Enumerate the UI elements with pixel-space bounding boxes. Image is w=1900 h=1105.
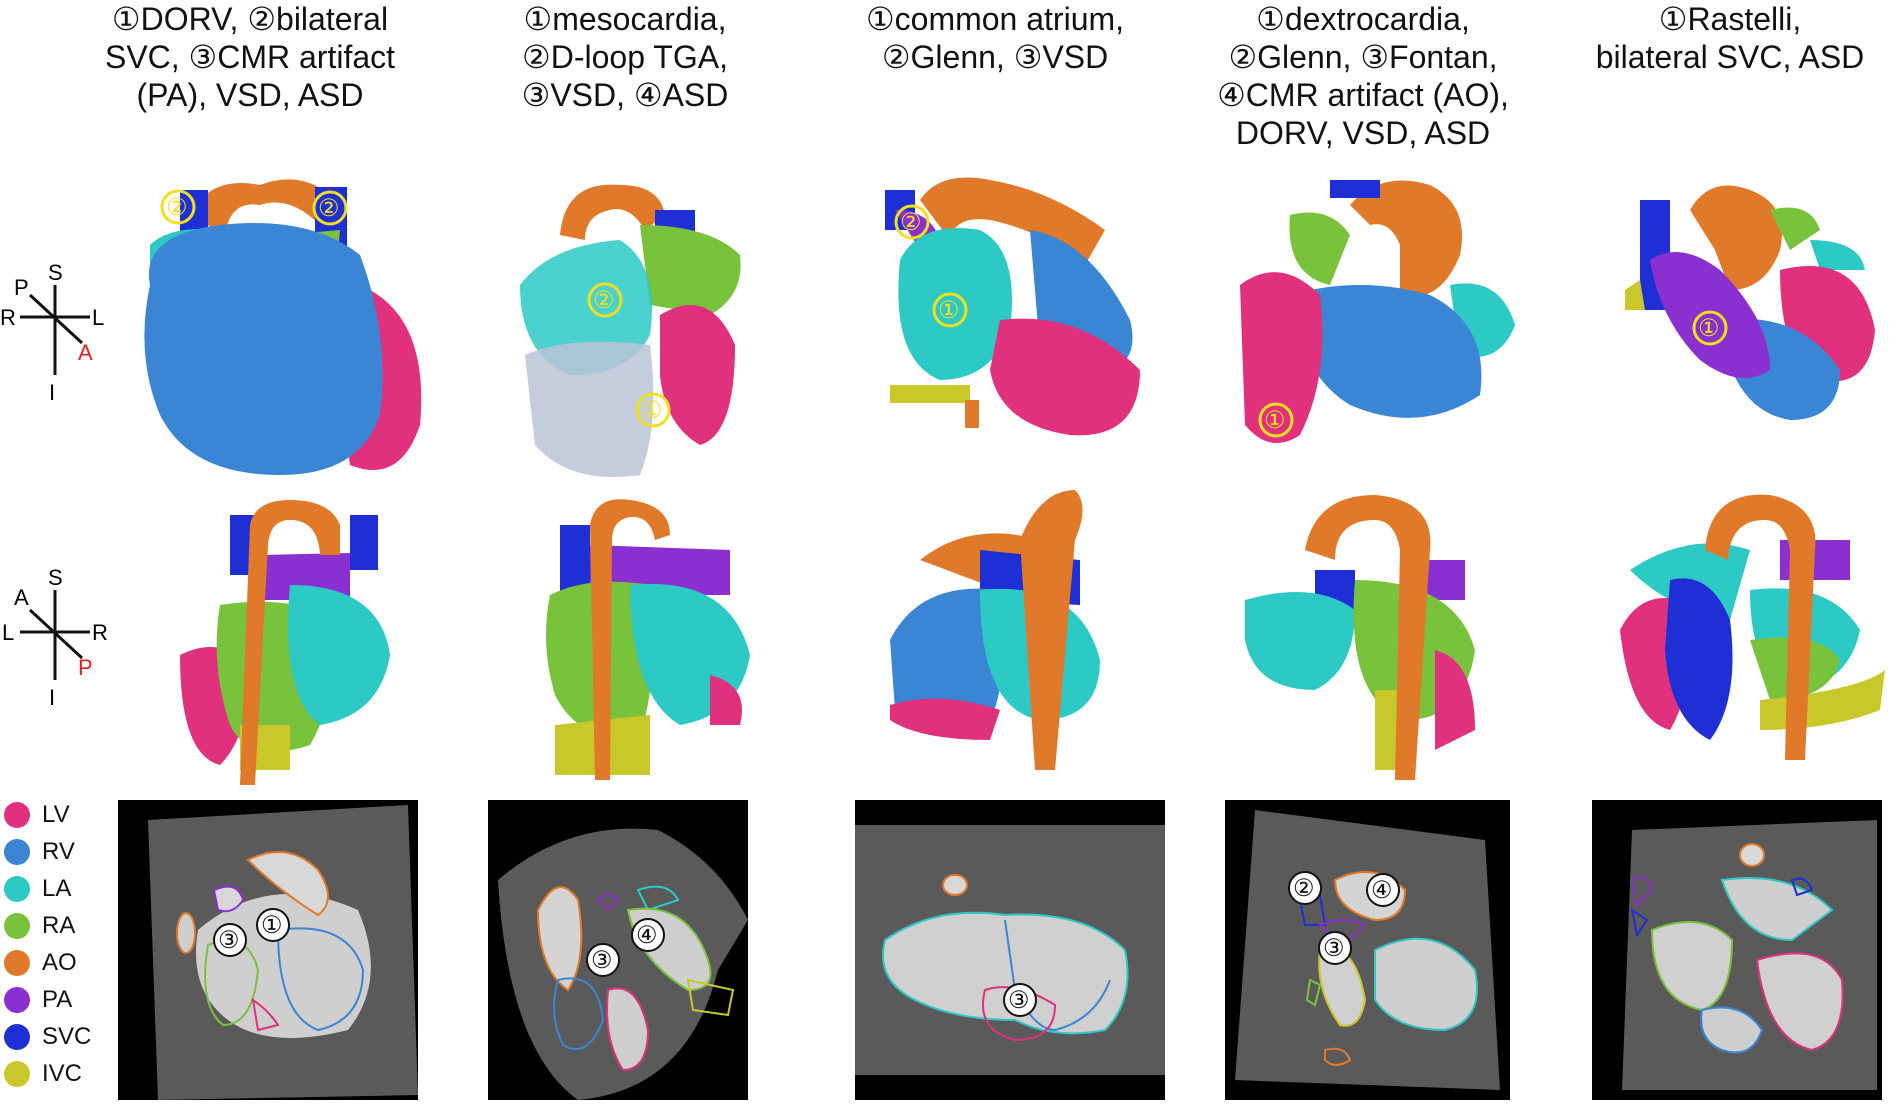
marker-1: ① — [1264, 407, 1286, 434]
column-title-4: ①dextrocardia, ②Glenn, ③Fontan, ④CMR art… — [1217, 1, 1509, 151]
axis-label-emph: A — [78, 340, 93, 365]
marker-3: ③ — [591, 947, 613, 974]
marker-4: ④ — [1371, 877, 1393, 904]
legend-label: RV — [42, 838, 75, 865]
orientation-axis-posterior: S A L R I P — [2, 565, 108, 710]
cmr-slice-4: ② ④ ③ — [1225, 800, 1510, 1100]
axis-label-left: L — [2, 620, 14, 645]
legend-swatch — [4, 876, 30, 902]
axis-label-upper-left: A — [14, 585, 29, 610]
marker-1: ① — [261, 912, 283, 939]
legend-swatch — [4, 987, 30, 1013]
cmr-slice-1: ① ③ — [118, 800, 418, 1100]
column-title-3: ①common atrium, ②Glenn, ③VSD — [865, 1, 1125, 75]
axis-label-top: S — [48, 260, 63, 285]
legend-swatch — [4, 1024, 30, 1050]
heart-3d-posterior-4 — [1245, 495, 1475, 780]
legend-item-rv: RV — [4, 837, 75, 867]
legend-swatch — [4, 839, 30, 865]
legend-label: LA — [42, 875, 72, 902]
marker-3: ③ — [1323, 935, 1345, 962]
column-title-2: ①mesocardia, ②D-loop TGA, ③VSD, ④ASD — [521, 1, 729, 113]
legend-item-pa: PA — [4, 985, 72, 1015]
heart-3d-posterior-3 — [890, 490, 1100, 770]
marker-1: ① — [1698, 315, 1720, 342]
heart-3d-anterior-4: ① — [1240, 180, 1515, 443]
axis-label-top: S — [48, 565, 63, 590]
axis-label-right: R — [92, 620, 108, 645]
axis-label-bottom: I — [49, 380, 55, 405]
axis-label-left: R — [0, 305, 16, 330]
column-title-1: ①DORV, ②bilateral SVC, ③CMR artifact (PA… — [104, 1, 396, 113]
legend-item-svc: SVC — [4, 1022, 91, 1052]
cmr-slice-5 — [1592, 800, 1882, 1100]
marker-1: ① — [641, 397, 663, 424]
marker-4: ④ — [636, 922, 658, 949]
legend-item-ra: RA — [4, 911, 75, 941]
heart-3d-posterior-2 — [546, 499, 750, 780]
marker-2: ② — [166, 194, 188, 221]
marker-3: ③ — [218, 927, 240, 954]
heart-3d-anterior-3: ② ① — [885, 177, 1140, 436]
legend-item-la: LA — [4, 874, 71, 904]
legend-item-ao: AO — [4, 948, 77, 978]
marker-2: ② — [318, 195, 340, 222]
marker-2: ② — [900, 209, 922, 236]
marker-3: ③ — [1008, 987, 1030, 1014]
legend-label: SVC — [42, 1023, 92, 1050]
legend-swatch — [4, 913, 30, 939]
heart-3d-posterior-5 — [1620, 494, 1885, 760]
legend-item-ivc: IVC — [4, 1059, 82, 1089]
axis-label-emph: P — [78, 655, 93, 680]
marker-2: ② — [593, 287, 615, 314]
cmr-slice-3: ③ — [855, 800, 1165, 1100]
legend-label: IVC — [42, 1060, 83, 1087]
legend-item-lv: LV — [4, 800, 70, 830]
axis-label-upper-left: P — [14, 275, 29, 300]
axis-label-right: L — [92, 305, 104, 330]
cmr-slice-2: ③ ④ — [488, 800, 748, 1100]
legend-swatch — [4, 802, 30, 828]
legend-swatch — [4, 1061, 30, 1087]
heart-3d-anterior-5: ① — [1625, 185, 1875, 420]
marker-1: ① — [938, 297, 960, 324]
marker-2: ② — [1293, 875, 1315, 902]
legend-label: LV — [42, 801, 70, 828]
legend-label: RA — [42, 912, 76, 939]
column-title-5: ①Rastelli, bilateral SVC, ASD — [1595, 1, 1865, 75]
orientation-axis-anterior: S P R L I A — [0, 260, 104, 405]
heart-3d-posterior-1 — [180, 500, 390, 785]
legend-label: PA — [42, 986, 73, 1013]
heart-3d-anterior-2: ② ① — [520, 184, 741, 477]
axis-label-bottom: I — [49, 685, 55, 710]
heart-3d-anterior-1: ② ② — [144, 179, 422, 475]
legend-swatch — [4, 950, 30, 976]
legend-label: AO — [42, 949, 77, 976]
